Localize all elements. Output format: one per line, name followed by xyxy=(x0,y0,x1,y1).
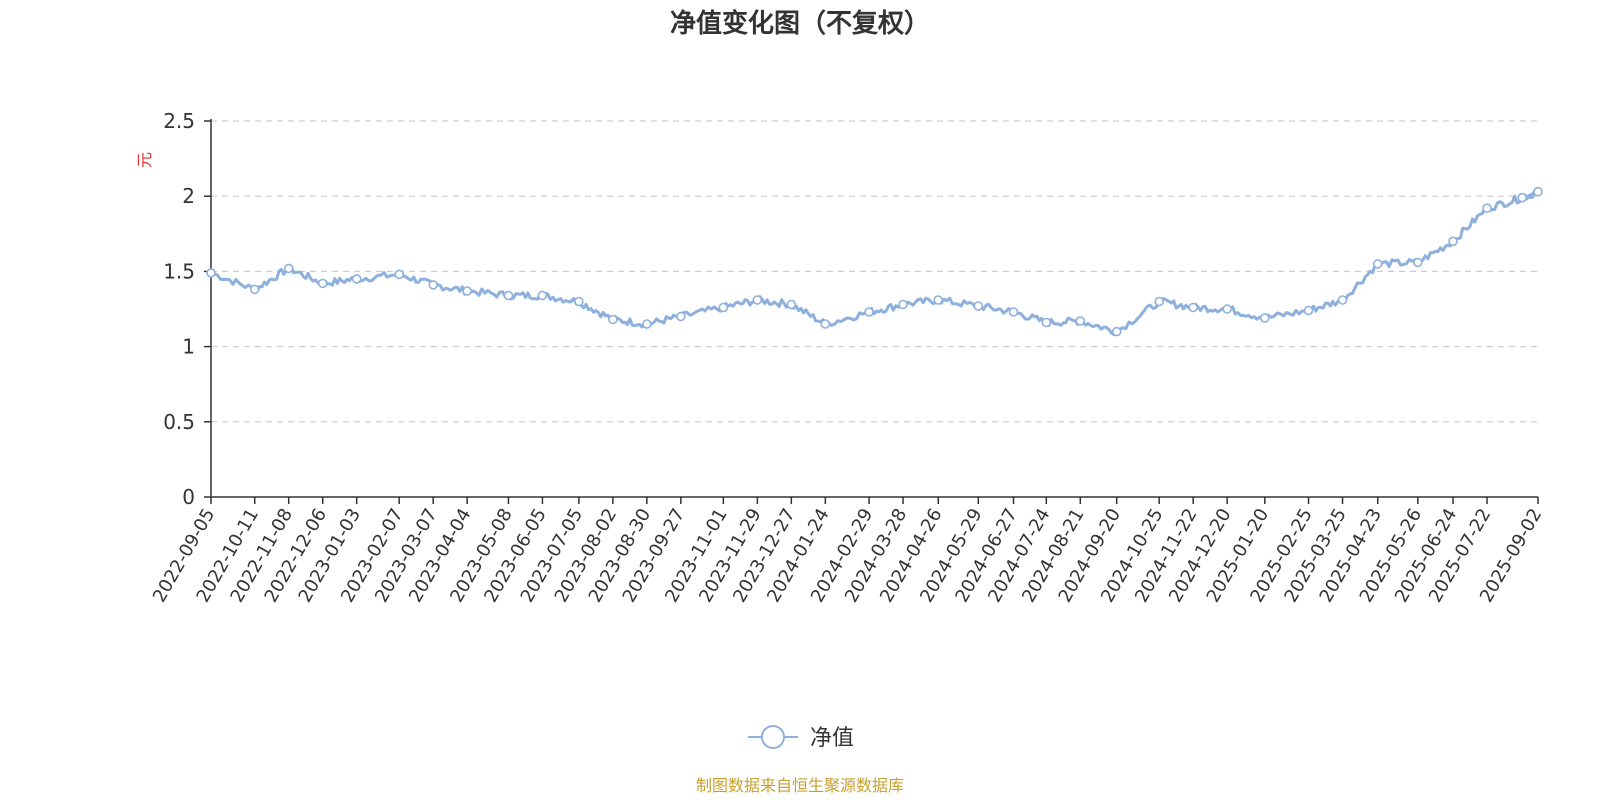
data-point[interactable] xyxy=(1517,192,1527,203)
data-point[interactable] xyxy=(503,290,514,301)
data-point[interactable] xyxy=(351,274,362,284)
x-tick-labels: 2022-09-052022-10-112022-11-082022-12-06… xyxy=(149,497,1546,606)
legend-circle-marker xyxy=(761,725,785,749)
data-point[interactable] xyxy=(1337,295,1348,305)
data-point[interactable] xyxy=(1303,305,1314,316)
data-point[interactable] xyxy=(973,301,984,311)
data-point[interactable] xyxy=(898,299,908,310)
axes xyxy=(210,119,1538,498)
data-point[interactable] xyxy=(249,284,260,295)
data-point[interactable] xyxy=(718,302,729,313)
data-point[interactable] xyxy=(608,314,618,325)
data-point[interactable] xyxy=(1111,326,1122,337)
grid-lines xyxy=(204,120,1538,498)
y-tick-label: 2.5 xyxy=(163,109,195,133)
y-tick-label: 2 xyxy=(182,184,195,208)
data-point[interactable] xyxy=(537,290,548,301)
data-point[interactable] xyxy=(1533,186,1543,197)
y-tick-label: 1.5 xyxy=(163,259,195,283)
data-point[interactable] xyxy=(428,280,439,290)
data-point[interactable] xyxy=(786,299,797,310)
legend[interactable]: 净值 xyxy=(748,725,854,751)
data-point[interactable] xyxy=(1222,304,1232,314)
data-point[interactable] xyxy=(752,295,763,305)
series-layer xyxy=(206,186,1543,337)
data-point[interactable] xyxy=(283,263,294,274)
data-point[interactable] xyxy=(1075,316,1086,326)
y-axis-unit: 元 xyxy=(135,152,154,168)
data-point[interactable] xyxy=(1482,203,1492,213)
y-tick-labels: 0 0.5 1 1.5 2 2.5 xyxy=(163,109,195,509)
data-point[interactable] xyxy=(676,311,686,322)
data-point[interactable] xyxy=(1372,259,1383,269)
chart-title: 净值变化图（不复权） xyxy=(670,8,930,39)
data-point[interactable] xyxy=(394,269,405,280)
data-point[interactable] xyxy=(317,278,328,289)
data-point[interactable] xyxy=(1008,307,1019,317)
data-point[interactable] xyxy=(1448,236,1458,247)
data-point[interactable] xyxy=(1154,296,1164,307)
data-point[interactable] xyxy=(206,268,216,278)
data-point[interactable] xyxy=(1188,302,1198,313)
data-point[interactable] xyxy=(642,319,652,329)
y-tick-label: 0 xyxy=(182,485,195,509)
series-line-jingzhi xyxy=(210,187,1540,337)
data-source-note: 制图数据来自恒生聚源数据库 xyxy=(696,776,904,795)
data-point[interactable] xyxy=(820,319,831,329)
y-tick-label: 0.5 xyxy=(163,410,195,434)
data-point[interactable] xyxy=(574,296,584,307)
data-point[interactable] xyxy=(933,295,944,305)
data-point[interactable] xyxy=(864,307,874,317)
y-tick-label: 1 xyxy=(182,335,195,359)
data-point[interactable] xyxy=(462,286,473,296)
data-point[interactable] xyxy=(1041,317,1052,328)
legend-label: 净值 xyxy=(810,726,854,751)
data-point[interactable] xyxy=(1260,313,1270,323)
data-point[interactable] xyxy=(1413,257,1423,268)
